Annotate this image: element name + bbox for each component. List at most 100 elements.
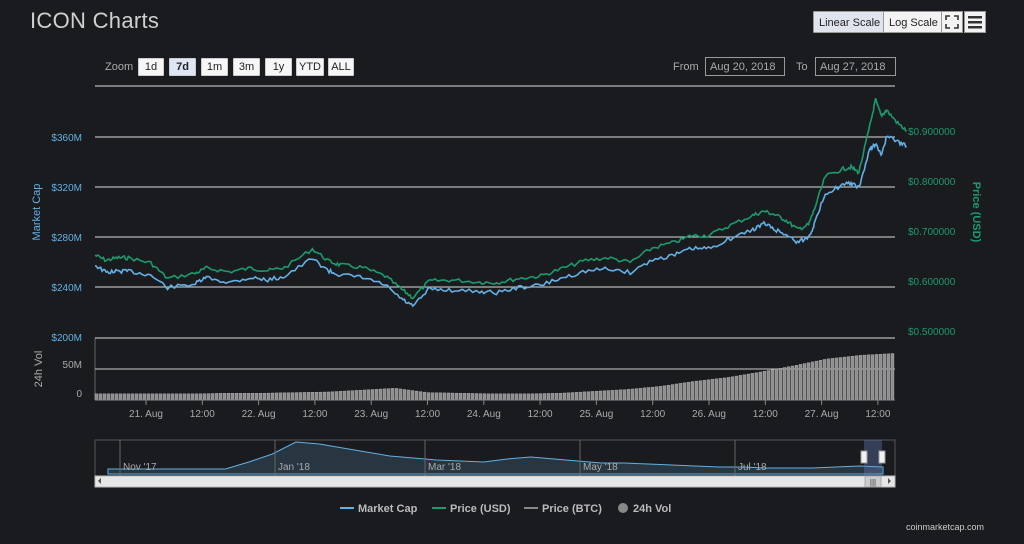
volume-bar [174, 393, 179, 401]
volume-bar [530, 393, 535, 401]
volume-bar [482, 393, 487, 401]
volume-bar [550, 393, 555, 401]
volume-bar [774, 368, 779, 401]
volume-bar [622, 389, 627, 401]
from-date-input[interactable]: Aug 20, 2018 [705, 57, 785, 76]
market-cap-line [94, 135, 907, 308]
volume-bar [102, 393, 107, 401]
x-tick-label: 25. Aug [579, 409, 613, 420]
price-axis-title: Price (USD) [970, 182, 982, 243]
to-date-input[interactable]: Aug 27, 2018 [815, 57, 896, 76]
menu-button[interactable] [964, 11, 986, 33]
volume-bar [686, 381, 691, 401]
volume-bar [278, 392, 283, 401]
navigator-label: Jul '18 [738, 462, 767, 473]
volume-bar [106, 393, 111, 401]
volume-bar [778, 368, 783, 401]
volume-bar [442, 392, 447, 401]
volume-bar [534, 393, 539, 401]
volume-bar [506, 393, 511, 401]
volume-bar [730, 376, 735, 401]
volume-bar [510, 393, 515, 401]
volume-bar [478, 393, 483, 401]
scrollbar-thumb[interactable] [864, 475, 882, 488]
volume-bar [354, 390, 359, 401]
volume-bar [862, 354, 867, 401]
volume-bar [366, 389, 371, 401]
zoom-all-button[interactable]: ALL [328, 58, 354, 76]
volume-bar [414, 390, 419, 401]
volume-bar [170, 393, 175, 401]
zoom-3m-button[interactable]: 3m [233, 58, 260, 76]
menu-icon [968, 16, 982, 29]
volume-bar [522, 393, 527, 401]
x-tick-label: 26. Aug [692, 409, 726, 420]
volume-bar [218, 393, 223, 401]
volume-bar [490, 393, 495, 401]
volume-bar [706, 379, 711, 401]
volume-bar [314, 392, 319, 401]
scroll-left-icon[interactable] [98, 478, 101, 484]
market-cap-axis: $200M $240M $280M $320M $360M [51, 133, 82, 344]
svg-text:|||: ||| [870, 478, 876, 487]
volume-bar [182, 393, 187, 401]
volume-bar [494, 393, 499, 401]
volume-bar [306, 392, 311, 401]
zoom-7d-button[interactable]: 7d [169, 58, 196, 76]
price-tick-label: $0.600000 [908, 277, 956, 288]
scrollbar-track[interactable] [94, 475, 896, 488]
volume-bar [750, 373, 755, 401]
volume-bar [114, 393, 119, 401]
fullscreen-button[interactable] [941, 11, 963, 33]
volume-bar [142, 393, 147, 401]
volume-bar [462, 393, 467, 401]
volume-bar [782, 367, 787, 401]
volume-bar [542, 393, 547, 401]
volume-bar [426, 392, 431, 401]
volume-bar [118, 393, 123, 401]
zoom-1m-button[interactable]: 1m [201, 58, 228, 76]
volume-bar [214, 393, 219, 401]
page-title: ICON Charts [30, 8, 160, 33]
volume-bar [342, 390, 347, 401]
volume-bar [690, 381, 695, 401]
legend-item: Price (BTC) [542, 503, 602, 515]
log-scale-button[interactable]: Log Scale [883, 11, 944, 33]
volume-bar [438, 392, 443, 401]
scroll-right-icon[interactable] [888, 478, 891, 484]
zoom-ytd-button[interactable]: YTD [296, 58, 324, 76]
volume-bars [94, 353, 895, 401]
zoom-1y-button[interactable]: 1y [265, 58, 292, 76]
volume-bar [370, 389, 375, 401]
volume-bar [858, 355, 863, 401]
volume-bar [578, 391, 583, 401]
volume-bar [430, 392, 435, 401]
volume-bar [794, 365, 799, 401]
navigator[interactable]: Nov '17 Jan '18 Mar '18 May '18 Jul '18 [94, 439, 896, 477]
volume-bar [518, 393, 523, 401]
volume-tick-label: 0 [76, 389, 82, 400]
volume-bar [242, 393, 247, 401]
volume-bar [202, 393, 207, 401]
volume-bar [146, 393, 151, 401]
navigator-series [107, 441, 884, 475]
series-lines [94, 98, 907, 308]
volume-axis: 0 50M [63, 360, 83, 400]
price-usd-line [94, 98, 907, 300]
x-tick-label: 27. Aug [805, 409, 839, 420]
volume-bar [674, 383, 679, 401]
volume-bar [722, 377, 727, 401]
volume-bar [886, 353, 891, 401]
volume-bar [746, 373, 751, 401]
volume-bar [334, 391, 339, 401]
volume-bar [374, 389, 379, 401]
volume-bar [670, 384, 675, 401]
volume-bar [526, 393, 531, 401]
zoom-1d-button[interactable]: 1d [138, 58, 164, 76]
volume-bar [458, 393, 463, 401]
volume-bar [562, 392, 567, 401]
to-label: To [796, 61, 808, 73]
market-cap-tick-label: $320M [51, 183, 82, 194]
volume-bar [474, 393, 479, 401]
